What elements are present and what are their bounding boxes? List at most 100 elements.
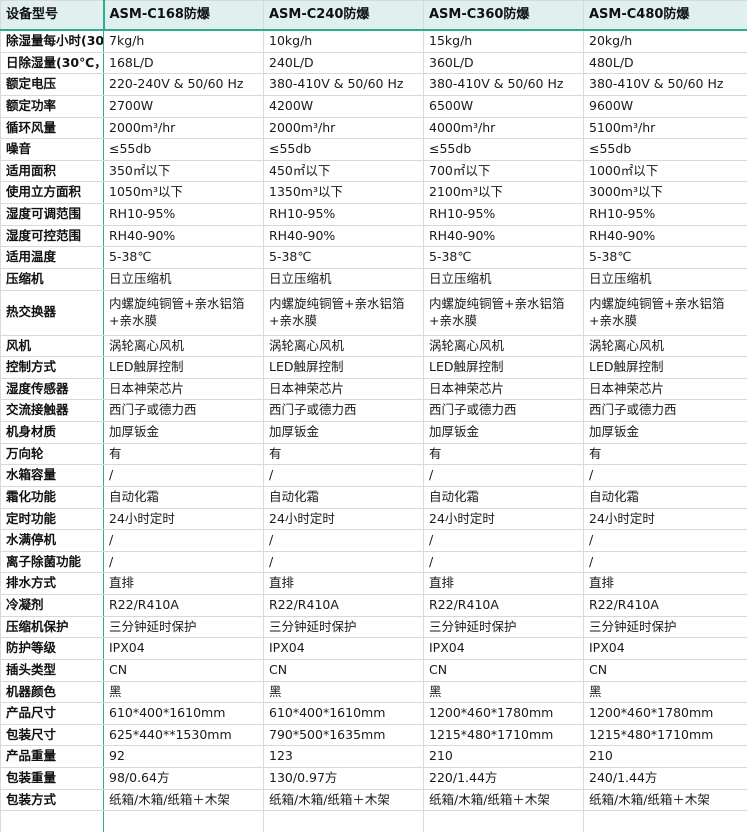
table-cell: 三分钟延时保护 <box>424 616 584 638</box>
table-row: 万向轮有有有有 <box>1 443 747 465</box>
table-cell: R22/R410A <box>104 595 264 617</box>
table-cell: / <box>424 530 584 552</box>
row-label: 压缩机 <box>1 268 104 290</box>
table-cell-empty <box>424 811 584 832</box>
table-cell: LED触屏控制 <box>424 357 584 379</box>
table-cell: 450㎡以下 <box>264 160 424 182</box>
row-label: 额定功率 <box>1 95 104 117</box>
table-cell: 黑 <box>104 681 264 703</box>
table-cell: 直排 <box>584 573 747 595</box>
table-cell: 1050m³以下 <box>104 182 264 204</box>
row-label: 湿度可调范围 <box>1 204 104 226</box>
table-cell: / <box>264 551 424 573</box>
table-cell: 6500W <box>424 95 584 117</box>
table-cell: 直排 <box>264 573 424 595</box>
table-cell: 有 <box>264 443 424 465</box>
table-row: 交流接触器西门子或德力西西门子或德力西西门子或德力西西门子或德力西 <box>1 400 747 422</box>
row-label: 控制方式 <box>1 357 104 379</box>
table-cell: 610*400*1610mm <box>264 703 424 725</box>
row-label: 定时功能 <box>1 508 104 530</box>
table-cell: 纸箱/木箱/纸箱＋木架 <box>264 789 424 811</box>
table-cell: 日本神荣芯片 <box>584 378 747 400</box>
table-row: 机器颜色黑黑黑黑 <box>1 681 747 703</box>
row-label: 机器颜色 <box>1 681 104 703</box>
table-cell: 加厚钣金 <box>264 422 424 444</box>
table-cell: / <box>104 530 264 552</box>
table-cell: 涡轮离心风机 <box>264 335 424 357</box>
row-label: 湿度传感器 <box>1 378 104 400</box>
row-label: 防护等级 <box>1 638 104 660</box>
table-cell: 5-38℃ <box>424 247 584 269</box>
table-cell: ≤55db <box>584 139 747 161</box>
table-cell: ≤55db <box>424 139 584 161</box>
table-row: 噪音≤55db≤55db≤55db≤55db <box>1 139 747 161</box>
table-cell: 有 <box>424 443 584 465</box>
table-cell: / <box>584 530 747 552</box>
table-cell: 涡轮离心风机 <box>584 335 747 357</box>
table-cell: LED触屏控制 <box>584 357 747 379</box>
row-label: 离子除菌功能 <box>1 551 104 573</box>
table-cell: RH40-90% <box>104 225 264 247</box>
table-cell: 380-410V & 50/60 Hz <box>424 74 584 96</box>
table-cell: 涡轮离心风机 <box>424 335 584 357</box>
header-cell-model-3: ASM-C360防爆 <box>424 1 584 31</box>
table-cell: 360L/D <box>424 52 584 74</box>
table-row: 水满停机//// <box>1 530 747 552</box>
table-cell: 480L/D <box>584 52 747 74</box>
row-label: 交流接触器 <box>1 400 104 422</box>
row-label: 产品尺寸 <box>1 703 104 725</box>
table-cell: 日立压缩机 <box>584 268 747 290</box>
row-label: 机身材质 <box>1 422 104 444</box>
table-cell: 790*500*1635mm <box>264 724 424 746</box>
table-header: 设备型号 ASM-C168防爆 ASM-C240防爆 ASM-C360防爆 AS… <box>1 1 747 31</box>
table-cell: 加厚钣金 <box>584 422 747 444</box>
table-cell: 自动化霜 <box>104 486 264 508</box>
table-cell: RH10-95% <box>104 204 264 226</box>
table-cell: / <box>104 465 264 487</box>
row-label: 水箱容量 <box>1 465 104 487</box>
table-cell: 2000m³/hr <box>264 117 424 139</box>
table-cell: 24小时定时 <box>104 508 264 530</box>
table-cell: 纸箱/木箱/纸箱＋木架 <box>104 789 264 811</box>
table-cell: RH40-90% <box>584 225 747 247</box>
table-cell: 直排 <box>104 573 264 595</box>
row-label: 噪音 <box>1 139 104 161</box>
row-label: 万向轮 <box>1 443 104 465</box>
table-cell: 220-240V & 50/60 Hz <box>104 74 264 96</box>
table-cell: 220/1.44方 <box>424 768 584 790</box>
table-cell: 380-410V & 50/60 Hz <box>264 74 424 96</box>
table-row: 湿度传感器日本神荣芯片日本神荣芯片日本神荣芯片日本神荣芯片 <box>1 378 747 400</box>
table-cell: LED触屏控制 <box>264 357 424 379</box>
table-cell: 1200*460*1780mm <box>424 703 584 725</box>
table-cell: 1215*480*1710mm <box>584 724 747 746</box>
table-cell: 涡轮离心风机 <box>104 335 264 357</box>
table-cell: 610*400*1610mm <box>104 703 264 725</box>
table-row: 风机涡轮离心风机涡轮离心风机涡轮离心风机涡轮离心风机 <box>1 335 747 357</box>
row-label: 日除湿量(30℃，80%RH) <box>1 52 104 74</box>
table-cell: ≤55db <box>264 139 424 161</box>
table-cell: 4000m³/hr <box>424 117 584 139</box>
row-label-empty <box>1 811 104 832</box>
table-cell: 210 <box>424 746 584 768</box>
row-label: 热交换器 <box>1 290 104 335</box>
table-cell: 内螺旋纯铜管+亲水铝箔+亲水膜 <box>104 290 264 335</box>
table-cell: R22/R410A <box>264 595 424 617</box>
table-cell: 三分钟延时保护 <box>104 616 264 638</box>
table-cell: 日本神荣芯片 <box>104 378 264 400</box>
table-cell: CN <box>104 659 264 681</box>
table-cell: 内螺旋纯铜管+亲水铝箔+亲水膜 <box>424 290 584 335</box>
header-cell-label-column: 设备型号 <box>1 1 104 31</box>
row-label: 除湿量每小时(30℃,80%RH) <box>1 30 104 52</box>
row-label: 适用温度 <box>1 247 104 269</box>
row-label: 霜化功能 <box>1 486 104 508</box>
row-label: 产品重量 <box>1 746 104 768</box>
table-cell: 黑 <box>424 681 584 703</box>
